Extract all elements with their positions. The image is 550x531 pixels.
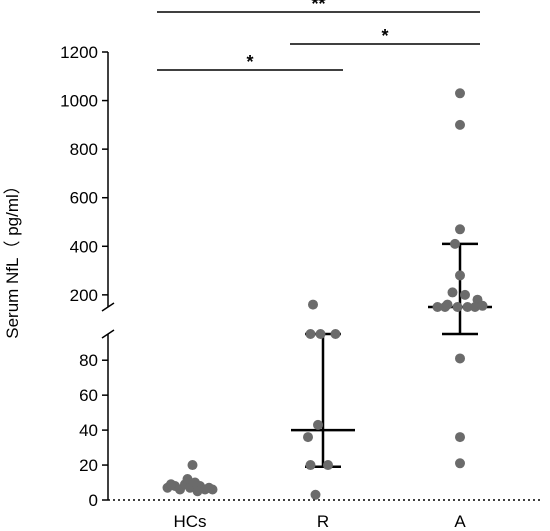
data-point [192, 486, 203, 497]
y-tick-label: 80 [79, 351, 98, 370]
data-point [460, 289, 470, 300]
axis-break-mark [101, 302, 115, 312]
y-tick-label: 400 [70, 237, 98, 256]
data-point [477, 300, 488, 311]
y-tick-label: 40 [79, 421, 98, 440]
data-point [462, 302, 473, 312]
data-point [310, 489, 321, 500]
data-point [447, 287, 458, 298]
data-point [455, 432, 465, 443]
y-tick-label: 600 [70, 189, 98, 208]
data-point [455, 119, 465, 130]
data-point [455, 270, 465, 281]
y-tick-label: 20 [79, 456, 98, 475]
significance-label: ** [311, 0, 325, 14]
y-tick-label: 60 [79, 386, 98, 405]
data-point [442, 299, 453, 310]
data-point [207, 484, 218, 495]
significance-label: * [246, 52, 253, 72]
significance-label: * [381, 26, 388, 46]
data-point [330, 329, 341, 339]
data-point [455, 224, 465, 235]
x-tick-label: R [317, 512, 329, 531]
data-point [455, 353, 465, 364]
data-point [450, 238, 460, 249]
data-points [162, 88, 488, 500]
data-point [432, 302, 443, 312]
data-point [187, 460, 198, 471]
data-point [323, 460, 333, 471]
x-tick-label: HCs [173, 512, 206, 531]
data-point [313, 419, 323, 430]
data-point [305, 460, 316, 471]
y-tick-label: 1000 [60, 92, 98, 111]
axis-break-mark [101, 329, 115, 339]
data-point [452, 302, 463, 312]
data-point [166, 479, 176, 490]
y-tick-label: 0 [89, 491, 98, 510]
y-axis-label: Serum NfL（ pg/ml） [3, 177, 22, 339]
data-point [455, 88, 465, 99]
data-point [308, 299, 318, 310]
data-point [315, 329, 326, 339]
x-tick-label: A [454, 512, 466, 531]
y-tick-label: 200 [70, 286, 98, 305]
axes: 0 20 40 60 80 200 400 600 800 1000 1200 HCs R A [60, 43, 540, 531]
data-point [455, 458, 465, 469]
significance-brackets: **** [157, 0, 480, 72]
data-point [303, 432, 313, 443]
data-point [305, 329, 316, 339]
y-tick-label: 800 [70, 140, 98, 159]
data-point [470, 302, 480, 312]
data-point [182, 474, 193, 485]
y-tick-label: 1200 [60, 43, 98, 62]
